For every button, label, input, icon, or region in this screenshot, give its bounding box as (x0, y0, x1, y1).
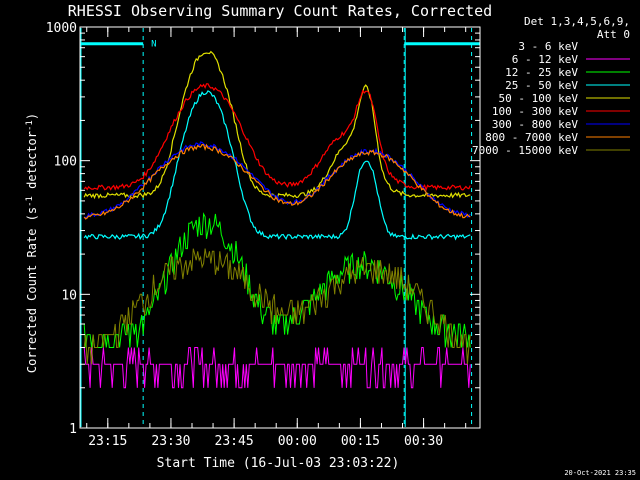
series-line-800-7000-keV (83, 143, 471, 220)
y-tick-label: 1 (69, 422, 77, 437)
attenuator-label: Att 0 (597, 28, 630, 41)
legend-label: 12 - 25 keV (505, 66, 578, 79)
legend-label: 3 - 6 keV (518, 40, 578, 53)
flag-label: N (151, 40, 156, 50)
legend-label: 6 - 12 keV (512, 53, 579, 66)
series-line-100-300-keV (83, 83, 471, 192)
series-line-300-800-keV (84, 141, 471, 219)
x-tick-label: 23:15 (88, 434, 127, 449)
y-tick-label: 100 (54, 155, 77, 170)
y-tick-label: 1000 (46, 21, 77, 36)
x-tick-label: 23:45 (215, 434, 254, 449)
x-tick-label: 00:00 (278, 434, 317, 449)
series-line-6-12-keV (83, 347, 471, 389)
legend-label: 300 - 800 keV (492, 118, 578, 131)
series-line-25-50-keV (83, 90, 471, 241)
series-line-3-6-keV (84, 347, 471, 389)
y-tick-label: 10 (61, 288, 77, 303)
chart-title: RHESSI Observing Summary Count Rates, Co… (68, 2, 492, 20)
legend-label: 25 - 50 keV (505, 79, 578, 92)
series-line-7000-15000-keV (83, 248, 471, 365)
x-tick-label: 23:30 (151, 434, 190, 449)
y-axis-label: Corrected Count Rate (s-1 detector-1) (25, 113, 39, 373)
legend-label: 50 - 100 keV (499, 92, 579, 105)
legend-label: 800 - 7000 keV (485, 131, 578, 144)
detector-label: Det 1,3,4,5,6,9, (524, 15, 630, 28)
x-tick-label: 00:30 (404, 434, 443, 449)
footer-date: 20-Oct-2021 23:35 (564, 469, 636, 477)
x-tick-label: 00:15 (341, 434, 380, 449)
legend-label: 100 - 300 keV (492, 105, 578, 118)
legend-label: 7000 - 15000 keV (472, 144, 578, 157)
x-axis-label: Start Time (16-Jul-03 23:03:22) (157, 456, 400, 471)
plot-frame (79, 26, 481, 429)
